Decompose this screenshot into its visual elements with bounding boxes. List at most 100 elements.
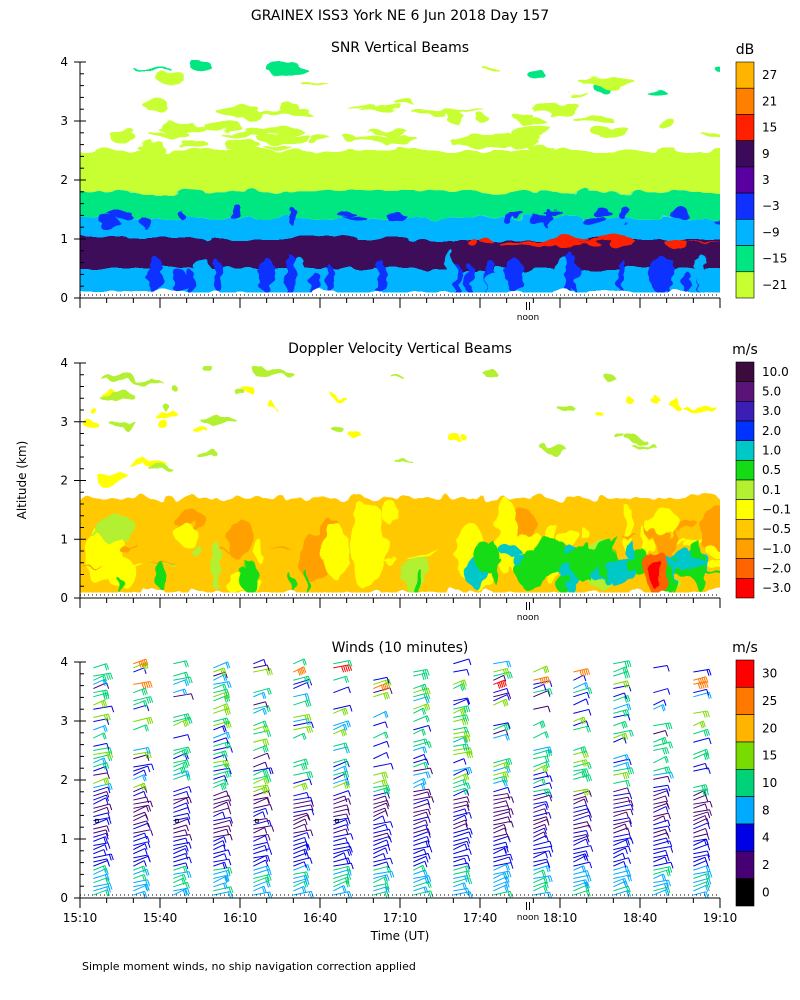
wind-barb-flag [148,805,152,812]
wind-barb-flag [583,669,587,676]
wind-barb-flag [103,849,107,856]
wind-barb-flag [624,661,628,668]
wind-barb-flag [467,767,471,774]
y-tick-label: 4 [60,55,68,69]
wind-barb-flag [497,682,501,689]
wind-barb [613,847,626,855]
footnote: Simple moment winds, no ship navigation … [82,960,416,973]
doppler-patch [685,403,716,409]
wind-barb-flag [184,848,188,855]
wind-barb [493,841,506,846]
wind-barb-flag [707,871,711,878]
wind-barb [93,772,108,776]
wind-barb [413,840,428,846]
wind-barb-flag [268,730,272,737]
wind-barb-flag [585,838,589,846]
wind-barb [133,754,148,760]
wind-barb [413,771,429,776]
wind-barb-flag [467,735,471,742]
wind-barb-flag [428,891,432,898]
wind-barb-flag [665,870,669,877]
wind-barb-flag [148,696,152,704]
wind-barb [373,721,386,727]
wind-barb-flag [703,784,707,792]
wind-barb-flag [581,771,585,779]
wind-barb [693,881,708,888]
wind-barb [133,681,151,685]
colorbar-swatch [735,796,755,825]
wind-barb [573,698,587,706]
wind-barb [293,832,308,838]
wind-barb-flag [107,786,111,794]
wind-barb-flag [462,744,466,751]
wind-barb [173,837,186,842]
wind-barb-flag [665,850,669,857]
wind-barb-flag [224,689,228,697]
snr-patch [181,140,209,148]
wind-barb [573,759,587,764]
doppler-patch [343,430,364,438]
wind-barb [213,759,228,764]
wind-barb-flag [226,721,230,728]
wind-barb-flag [667,723,671,730]
wind-barb-flag [545,877,549,884]
wind-barb-flag [589,861,593,869]
wind-barb-flag [222,811,226,819]
wind-barb [333,720,349,727]
wind-barb-flag [581,717,585,724]
wind-barb-flag [104,679,108,686]
wind-barb-flag [300,668,304,675]
snr-patch [704,159,720,167]
wind-barb [493,692,509,698]
wind-barb [173,802,187,809]
wind-barb [293,843,309,851]
wind-barb-flag [385,785,389,792]
wind-barb-flag [545,851,549,859]
wind-barb-flag [625,733,629,740]
wind-barb-flag [264,777,268,785]
colorbar-swatch [735,878,755,907]
wind-barb-flag [702,789,706,797]
wind-barb [333,848,350,855]
wind-barb-flag [145,747,149,755]
wind-barb [253,803,271,809]
wind-barb-flag [189,834,193,841]
wind-barb-flag [668,813,671,820]
wind-barb-flag [144,812,148,819]
wind-barb-flag [627,695,631,702]
wind-barb-flag [309,778,313,786]
x-tick-label: 15:10 [63,911,98,925]
wind-barb [573,830,587,834]
wind-barb [133,832,145,838]
wind-barb-flag [384,683,388,691]
wind-barb [173,862,186,867]
wind-barb-flag [223,683,227,691]
doppler-patch [417,571,423,593]
wind-barb [413,845,430,851]
wind-barb [93,889,108,896]
snr-patch [138,215,149,226]
wind-barb-flag [705,729,709,737]
wind-barb-flag [624,721,628,728]
wind-barb-flag [466,789,470,796]
wind-barb-flag [386,741,390,748]
snr-patch [473,136,521,143]
wind-barb-flag [625,681,628,688]
wind-barb-flag [703,839,707,846]
wind-barb [213,707,229,714]
wind-barb-flag [182,689,186,696]
wind-barb [573,821,588,826]
wind-barb-flag [549,782,553,789]
snr-patch [671,206,687,220]
wind-barb [653,800,667,805]
wind-barb [573,834,587,838]
wind-barb-flag [707,729,710,736]
wind-barb [693,767,709,772]
wind-barb-flag [547,750,551,757]
wind-barb-flag [622,878,626,886]
wind-barb-flag [147,822,151,830]
wind-barb-flag [664,756,668,764]
doppler-patch [203,366,216,375]
wind-barb [413,802,429,809]
wind-barb-flag [150,696,154,703]
